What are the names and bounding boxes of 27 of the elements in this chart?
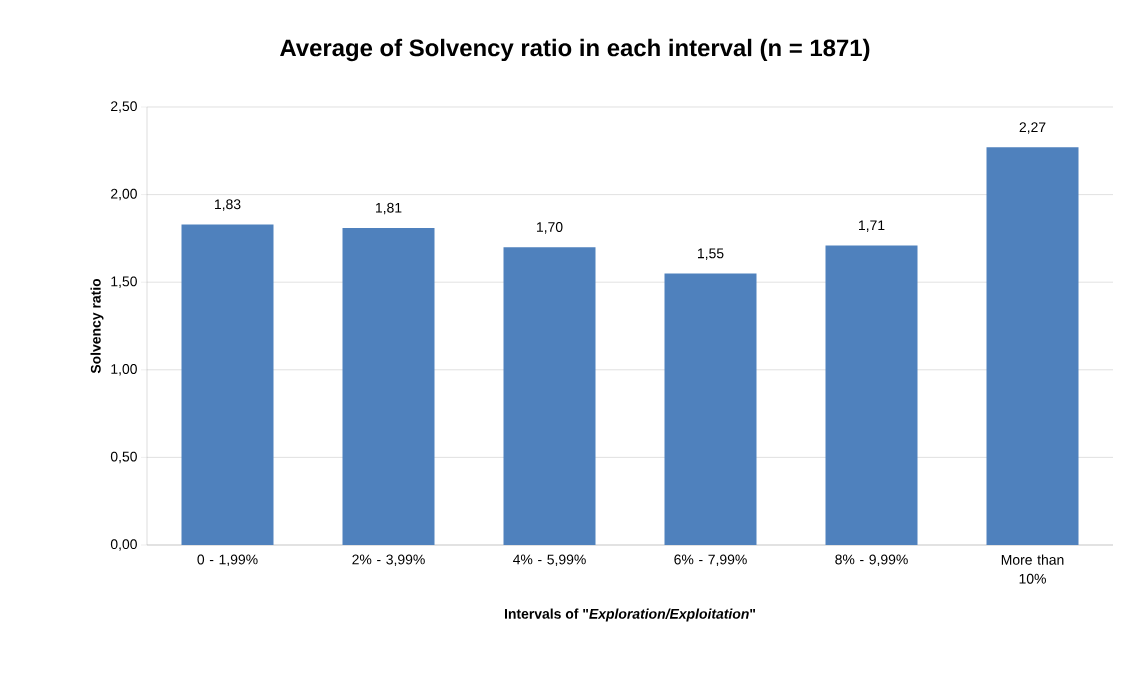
data-label: 2,27: [1019, 122, 1046, 134]
data-label: 1,55: [697, 248, 724, 260]
x-tick-label: More than 10%: [1001, 554, 1064, 584]
data-label: 1,83: [214, 199, 241, 211]
y-axis-title: Solvency ratio: [90, 278, 104, 374]
y-tick-label: 2,00: [111, 188, 137, 201]
x-axis-title: Intervals of "Exploration/Exploitation": [504, 608, 756, 622]
y-tick-label: 0,00: [110, 539, 137, 551]
data-label: 1,70: [536, 222, 563, 234]
data-label: 1,81: [375, 202, 402, 215]
bar: [342, 227, 435, 545]
x-tick-label: 4% - 5,99%: [512, 554, 586, 567]
x-tick-label: 8% - 9,99%: [835, 554, 908, 567]
y-tick-label: 0,50: [110, 451, 137, 464]
bar: [503, 247, 596, 545]
y-tick-label: 1,00: [111, 364, 137, 376]
data-label: 1,71: [859, 220, 885, 232]
x-tick-label: 2% - 3,99%: [352, 554, 425, 567]
bar: [181, 224, 274, 545]
y-tick-label: 2,50: [111, 101, 137, 113]
x-tick-label: 6% - 7,99%: [674, 554, 747, 567]
bar: [825, 245, 918, 545]
x-tick-label: 0 - 1,99%: [197, 554, 258, 567]
bar: [664, 273, 757, 545]
y-tick-label: 1,50: [111, 276, 137, 288]
bar: [986, 147, 1079, 545]
chart-title: Average of Solvency ratio in each interval (n = 1871): [280, 38, 870, 62]
